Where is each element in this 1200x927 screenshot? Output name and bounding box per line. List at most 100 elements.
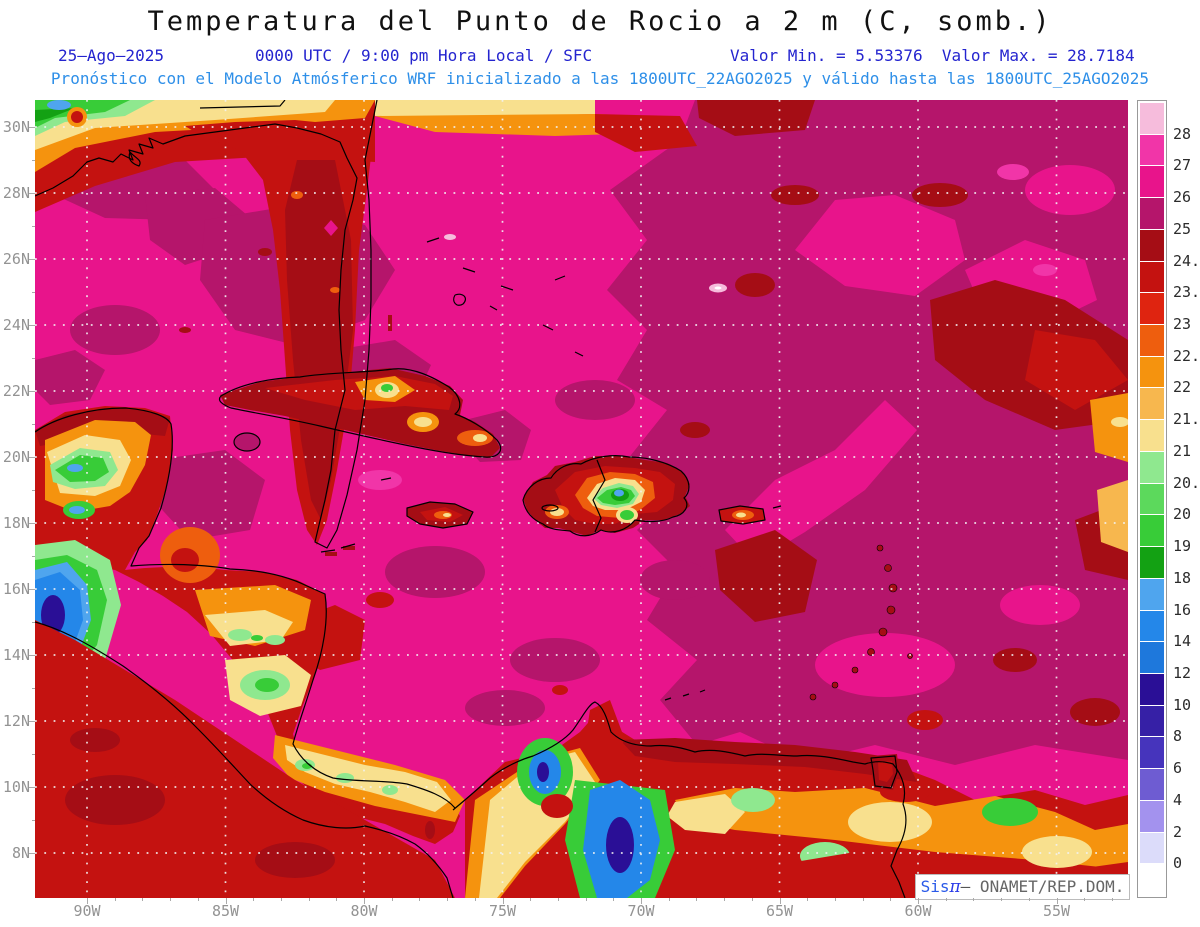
tick-mark xyxy=(29,325,35,326)
colorbar-cell xyxy=(1140,515,1164,547)
tick-mark xyxy=(751,898,753,901)
tick-mark xyxy=(641,898,642,904)
tick-mark xyxy=(585,898,587,901)
min-max-values: Valor Min. = 5.53376 Valor Max. = 28.718… xyxy=(730,46,1135,65)
tick-mark xyxy=(1028,898,1030,901)
tick-mark xyxy=(862,898,864,901)
colorbar-label: 8 xyxy=(1173,727,1183,746)
tick-mark xyxy=(170,898,172,901)
x-axis-label: 85W xyxy=(211,902,240,920)
tick-mark xyxy=(668,898,670,901)
x-axis-label: 55W xyxy=(1042,902,1071,920)
tick-mark xyxy=(29,259,35,260)
tick-mark xyxy=(364,898,365,904)
max-value: Valor Max. = 28.7184 xyxy=(941,46,1135,65)
colorbar-cell xyxy=(1140,547,1164,578)
tick-mark xyxy=(419,898,421,901)
colorbar-cell xyxy=(1140,705,1164,737)
tick-mark xyxy=(142,898,144,901)
lesser-antilles xyxy=(809,544,913,701)
colorbar-cell xyxy=(1140,388,1164,420)
x-axis-label: 70W xyxy=(627,902,655,920)
sispi-logo-text: Sis xyxy=(920,877,950,896)
tick-mark xyxy=(1111,898,1113,901)
puerto-rico xyxy=(719,506,765,524)
colorbar-label: 22 xyxy=(1173,378,1192,397)
colorbar-cell xyxy=(1140,864,1164,895)
tick-mark xyxy=(32,358,35,359)
tick-mark xyxy=(29,787,35,788)
tick-mark xyxy=(32,820,35,821)
tick-mark xyxy=(530,898,532,901)
y-axis-label: 20N xyxy=(2,448,30,466)
x-axis-label: 90W xyxy=(73,902,101,920)
tick-mark xyxy=(945,898,947,901)
colorbar-label: 27 xyxy=(1173,156,1192,175)
colorbar-label: 14 xyxy=(1173,632,1192,651)
colorbar-label: 24.5 xyxy=(1173,251,1200,270)
tick-mark xyxy=(1001,898,1003,901)
pi-symbol: π xyxy=(949,877,961,897)
colorbar-label: 10 xyxy=(1173,695,1192,714)
colorbar-label: 28 xyxy=(1173,124,1192,143)
y-axis-label: 8N xyxy=(11,844,30,862)
forecast-date: 25–Ago–2025 xyxy=(58,46,164,65)
tick-mark xyxy=(225,898,227,904)
colorbar-cell xyxy=(1140,229,1164,261)
tick-mark xyxy=(29,457,35,458)
colorbar-cell xyxy=(1140,261,1164,293)
colorbar-label: 16 xyxy=(1173,600,1192,619)
tick-mark xyxy=(253,898,255,901)
colorbar-cell xyxy=(1140,198,1164,229)
tick-mark xyxy=(32,754,35,755)
tick-mark xyxy=(557,898,559,901)
tick-mark xyxy=(32,160,35,161)
colorbar-cell xyxy=(1140,134,1164,166)
colorbar-label: 21 xyxy=(1173,441,1192,460)
subtitle-line1: 25–Ago–2025 0000 UTC / 9:00 pm Hora Loca… xyxy=(0,46,1200,66)
colorbar-label: 2 xyxy=(1173,822,1183,841)
tick-mark xyxy=(613,898,615,901)
tick-mark xyxy=(32,424,35,425)
tick-mark xyxy=(918,898,919,904)
min-value: Valor Min. = 5.53376 xyxy=(730,46,923,65)
colorbar-cell xyxy=(1140,356,1164,388)
tick-mark xyxy=(32,226,35,227)
colorbar-cell xyxy=(1140,420,1164,451)
colorbar-cell xyxy=(1140,832,1164,864)
y-axis-label: 18N xyxy=(2,514,30,532)
colorbar-cell xyxy=(1140,103,1164,134)
tick-mark xyxy=(834,898,836,901)
tick-mark xyxy=(32,556,35,557)
x-axis-label: 65W xyxy=(765,902,794,920)
colorbar-cell xyxy=(1140,483,1164,515)
colorbar-label: 4 xyxy=(1173,790,1183,809)
cuba xyxy=(220,368,500,458)
tick-mark xyxy=(890,898,892,901)
jamaica xyxy=(407,502,473,528)
tick-mark xyxy=(32,688,35,689)
colorbar-label: 25 xyxy=(1173,219,1192,238)
colorbar-cell xyxy=(1140,166,1164,198)
x-axis-label: 75W xyxy=(488,902,517,920)
map-area: Sisπ– ONAMET/REP.DOM. xyxy=(35,100,1130,900)
colorbar-cell xyxy=(1140,800,1164,832)
tick-mark xyxy=(447,898,449,901)
tick-mark xyxy=(87,898,88,904)
tick-mark xyxy=(32,490,35,491)
colorbar-cell xyxy=(1140,293,1164,325)
y-axis-label: 12N xyxy=(2,712,30,730)
tick-mark xyxy=(29,853,35,854)
tick-mark xyxy=(29,391,35,392)
y-axis-label: 16N xyxy=(2,580,30,598)
tick-mark xyxy=(1056,898,1058,904)
tick-mark xyxy=(474,898,476,901)
tick-mark xyxy=(29,523,35,524)
model-info-line: Pronóstico con el Modelo Atmósferico WRF… xyxy=(50,69,1150,88)
tick-mark xyxy=(308,898,310,901)
tick-mark xyxy=(29,721,35,722)
colorbar-label: 19 xyxy=(1173,537,1192,556)
tick-mark xyxy=(1084,898,1086,901)
y-axis-label: 14N xyxy=(2,646,30,664)
